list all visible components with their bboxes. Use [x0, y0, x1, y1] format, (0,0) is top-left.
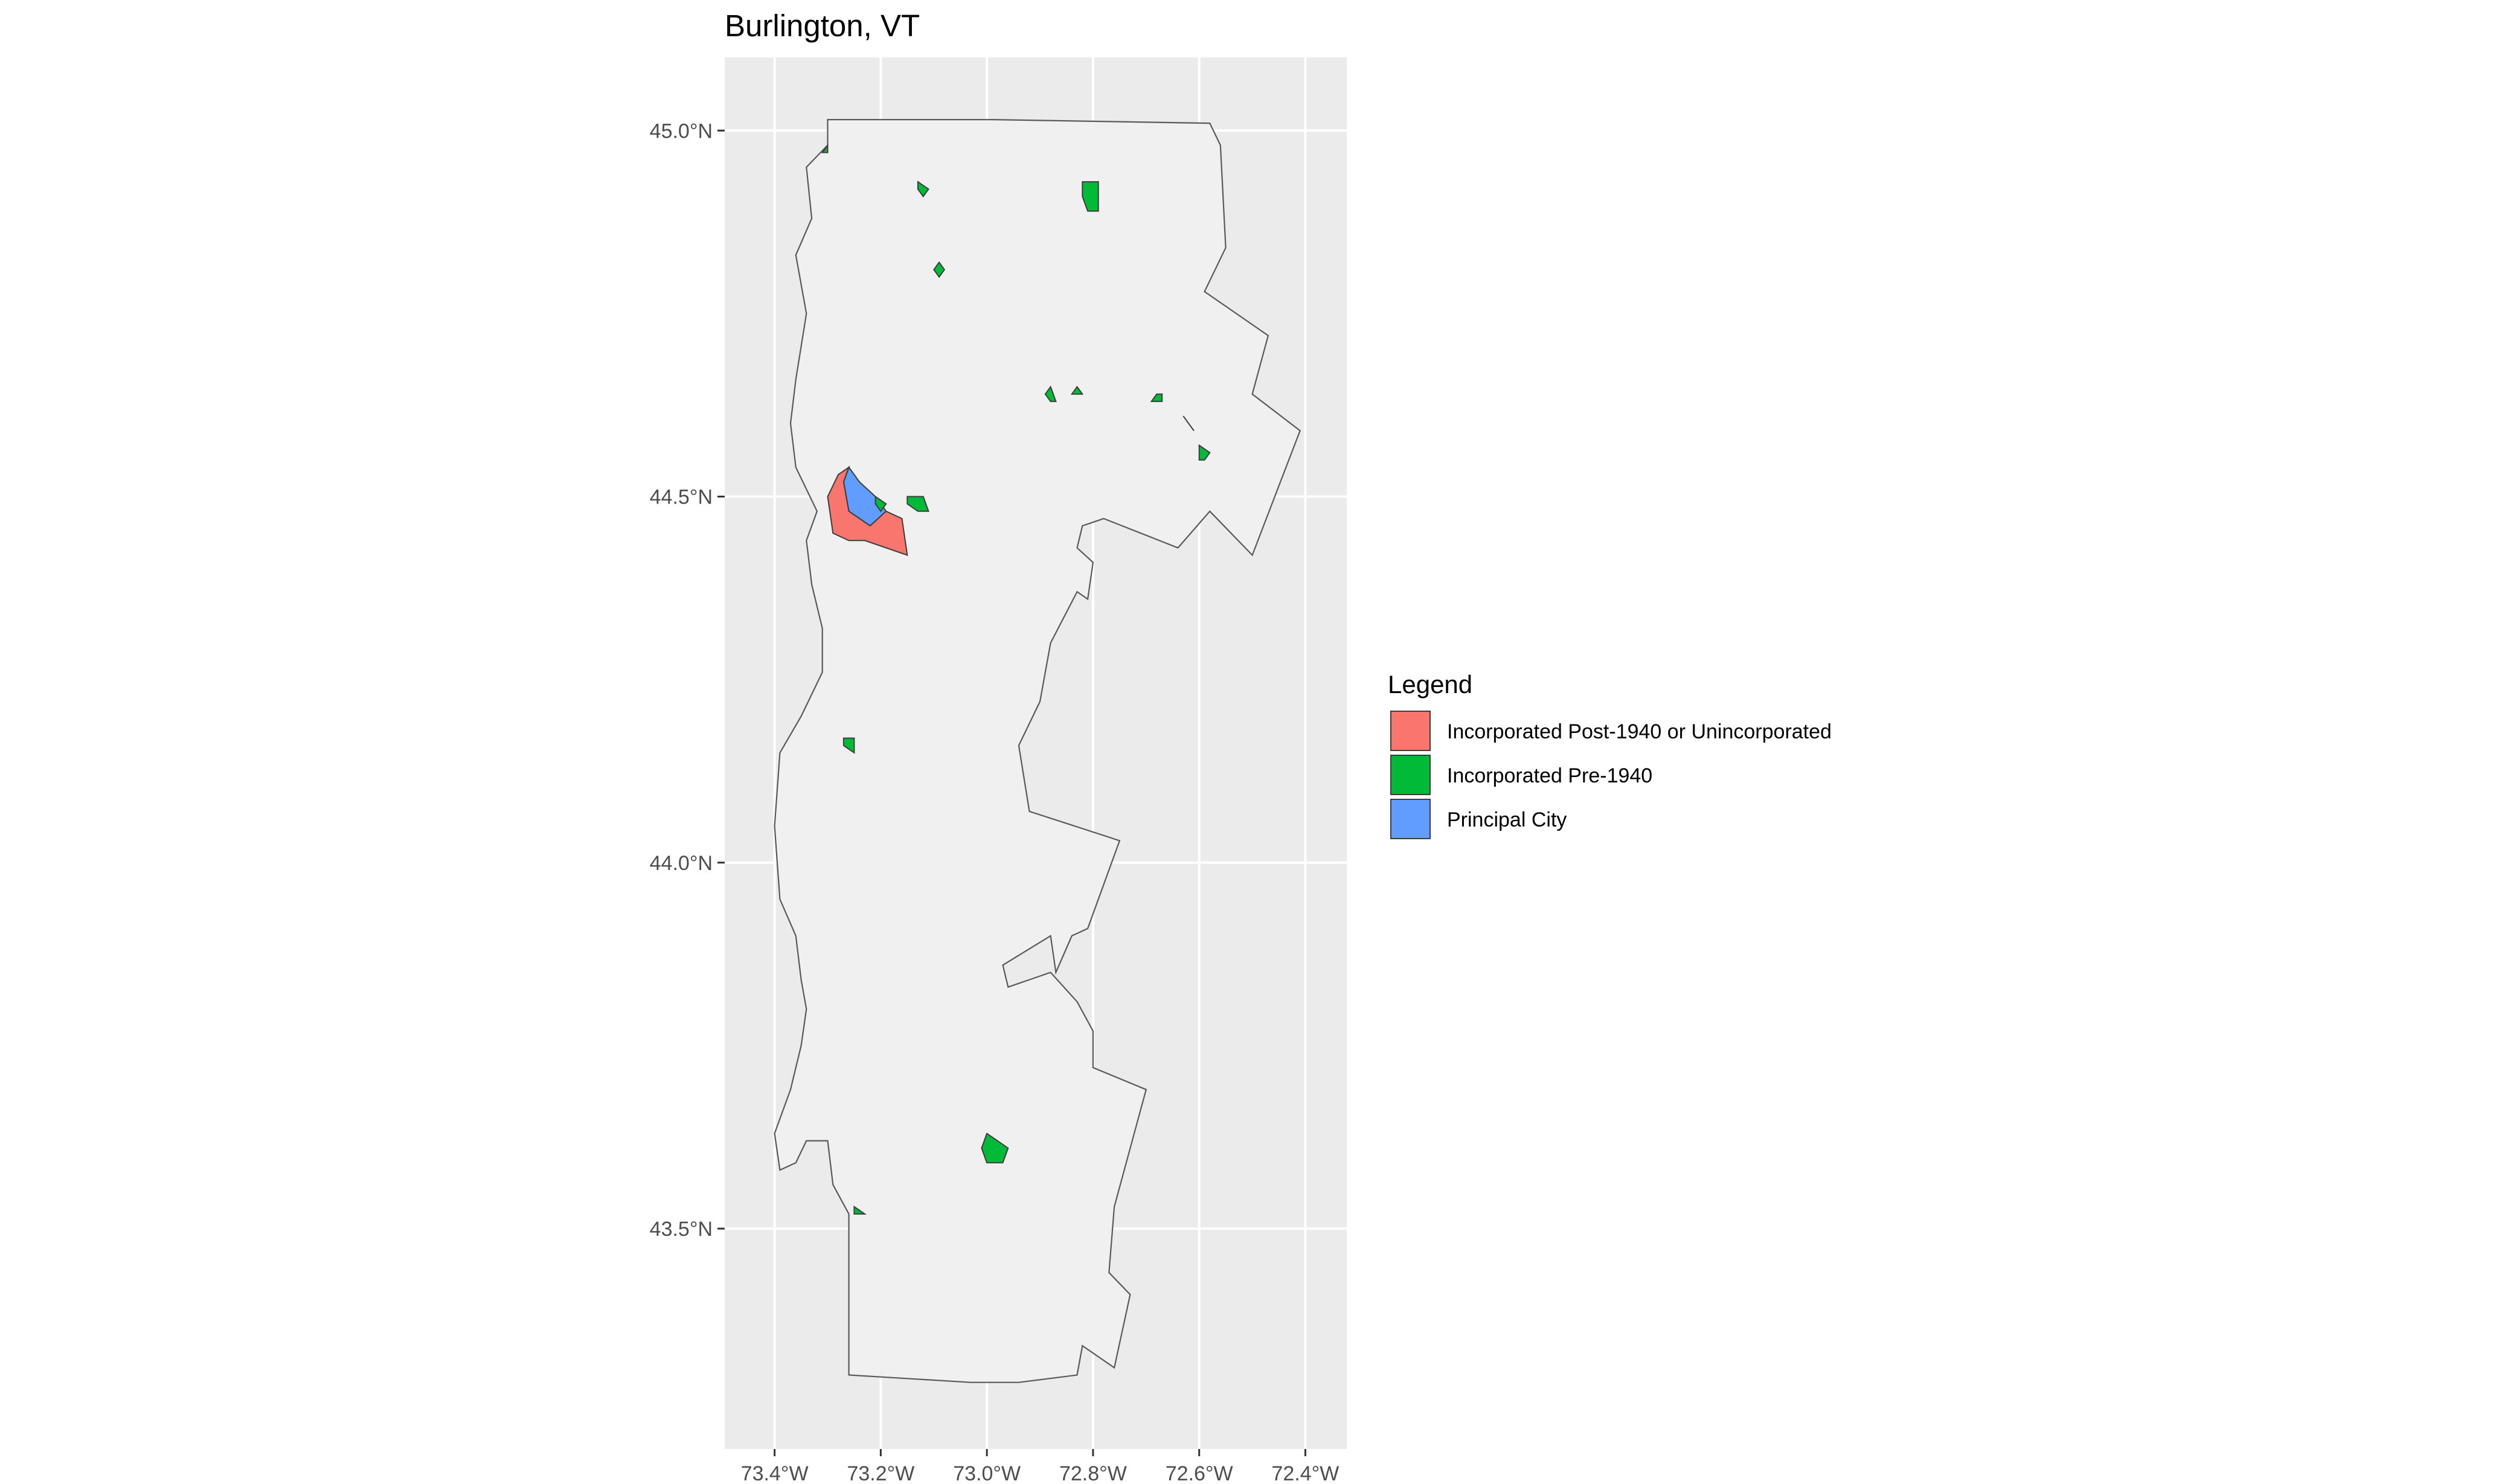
place-polygon-4 [1082, 181, 1099, 212]
legend-swatch-2 [1390, 799, 1431, 839]
y-tick-label-3: 43.5°N [650, 1218, 713, 1241]
y-tick-label-0: 45.0°N [650, 120, 713, 142]
place-polygon-12 [906, 496, 929, 512]
map-title: Burlington, VT [725, 8, 920, 43]
place-polygon-5 [933, 261, 946, 278]
y-tick-label-2: 44.0°N [650, 852, 713, 875]
place-polygon-10 [1198, 444, 1211, 461]
region-outline [774, 119, 1301, 1383]
place-polygon-15 [853, 1205, 867, 1215]
place-polygons [821, 143, 1211, 1215]
legend-swatch-1 [1390, 755, 1431, 795]
legend-label-0: Incorporated Post-1940 or Unincorporated [1447, 720, 1832, 743]
legend-label-2: Principal City [1447, 808, 1567, 831]
place-polygon-6 [1044, 385, 1057, 402]
legend-swatch-0 [1390, 711, 1431, 751]
place-polygon-9 [1182, 415, 1195, 431]
x-tick-label-3: 72.8°W [1059, 1462, 1127, 1484]
x-tick-label-2: 73.0°W [953, 1462, 1021, 1484]
place-polygon-13 [842, 737, 855, 754]
place-polygon-1 [827, 465, 908, 556]
axis-ticks: 73.4°W 73.2°W 73.0°W 72.8°W 72.6°W 72.4°W 45.0… [650, 120, 1339, 1484]
legend-title: Legend [1388, 670, 1472, 699]
place-polygon-14 [981, 1132, 1009, 1163]
place-polygon-2 [821, 143, 829, 153]
place-polygon-8 [1150, 393, 1163, 402]
place-polygon-7 [1070, 385, 1084, 395]
place-polygon-3 [917, 181, 929, 198]
place-polygon-11 [874, 495, 887, 513]
legend-items: Incorporated Post-1940 or Unincorporated… [1390, 711, 1832, 839]
x-tick-label-5: 72.4°W [1272, 1462, 1339, 1484]
x-tick-label-0: 73.4°W [741, 1462, 809, 1484]
x-tick-label-4: 72.6°W [1166, 1462, 1233, 1484]
legend-label-1: Incorporated Pre-1940 [1447, 764, 1652, 787]
legend: Legend Incorporated Post-1940 or Unincor… [1388, 670, 1832, 839]
y-tick-label-1: 44.5°N [650, 486, 713, 509]
x-tick-label-1: 73.2°W [847, 1462, 914, 1484]
